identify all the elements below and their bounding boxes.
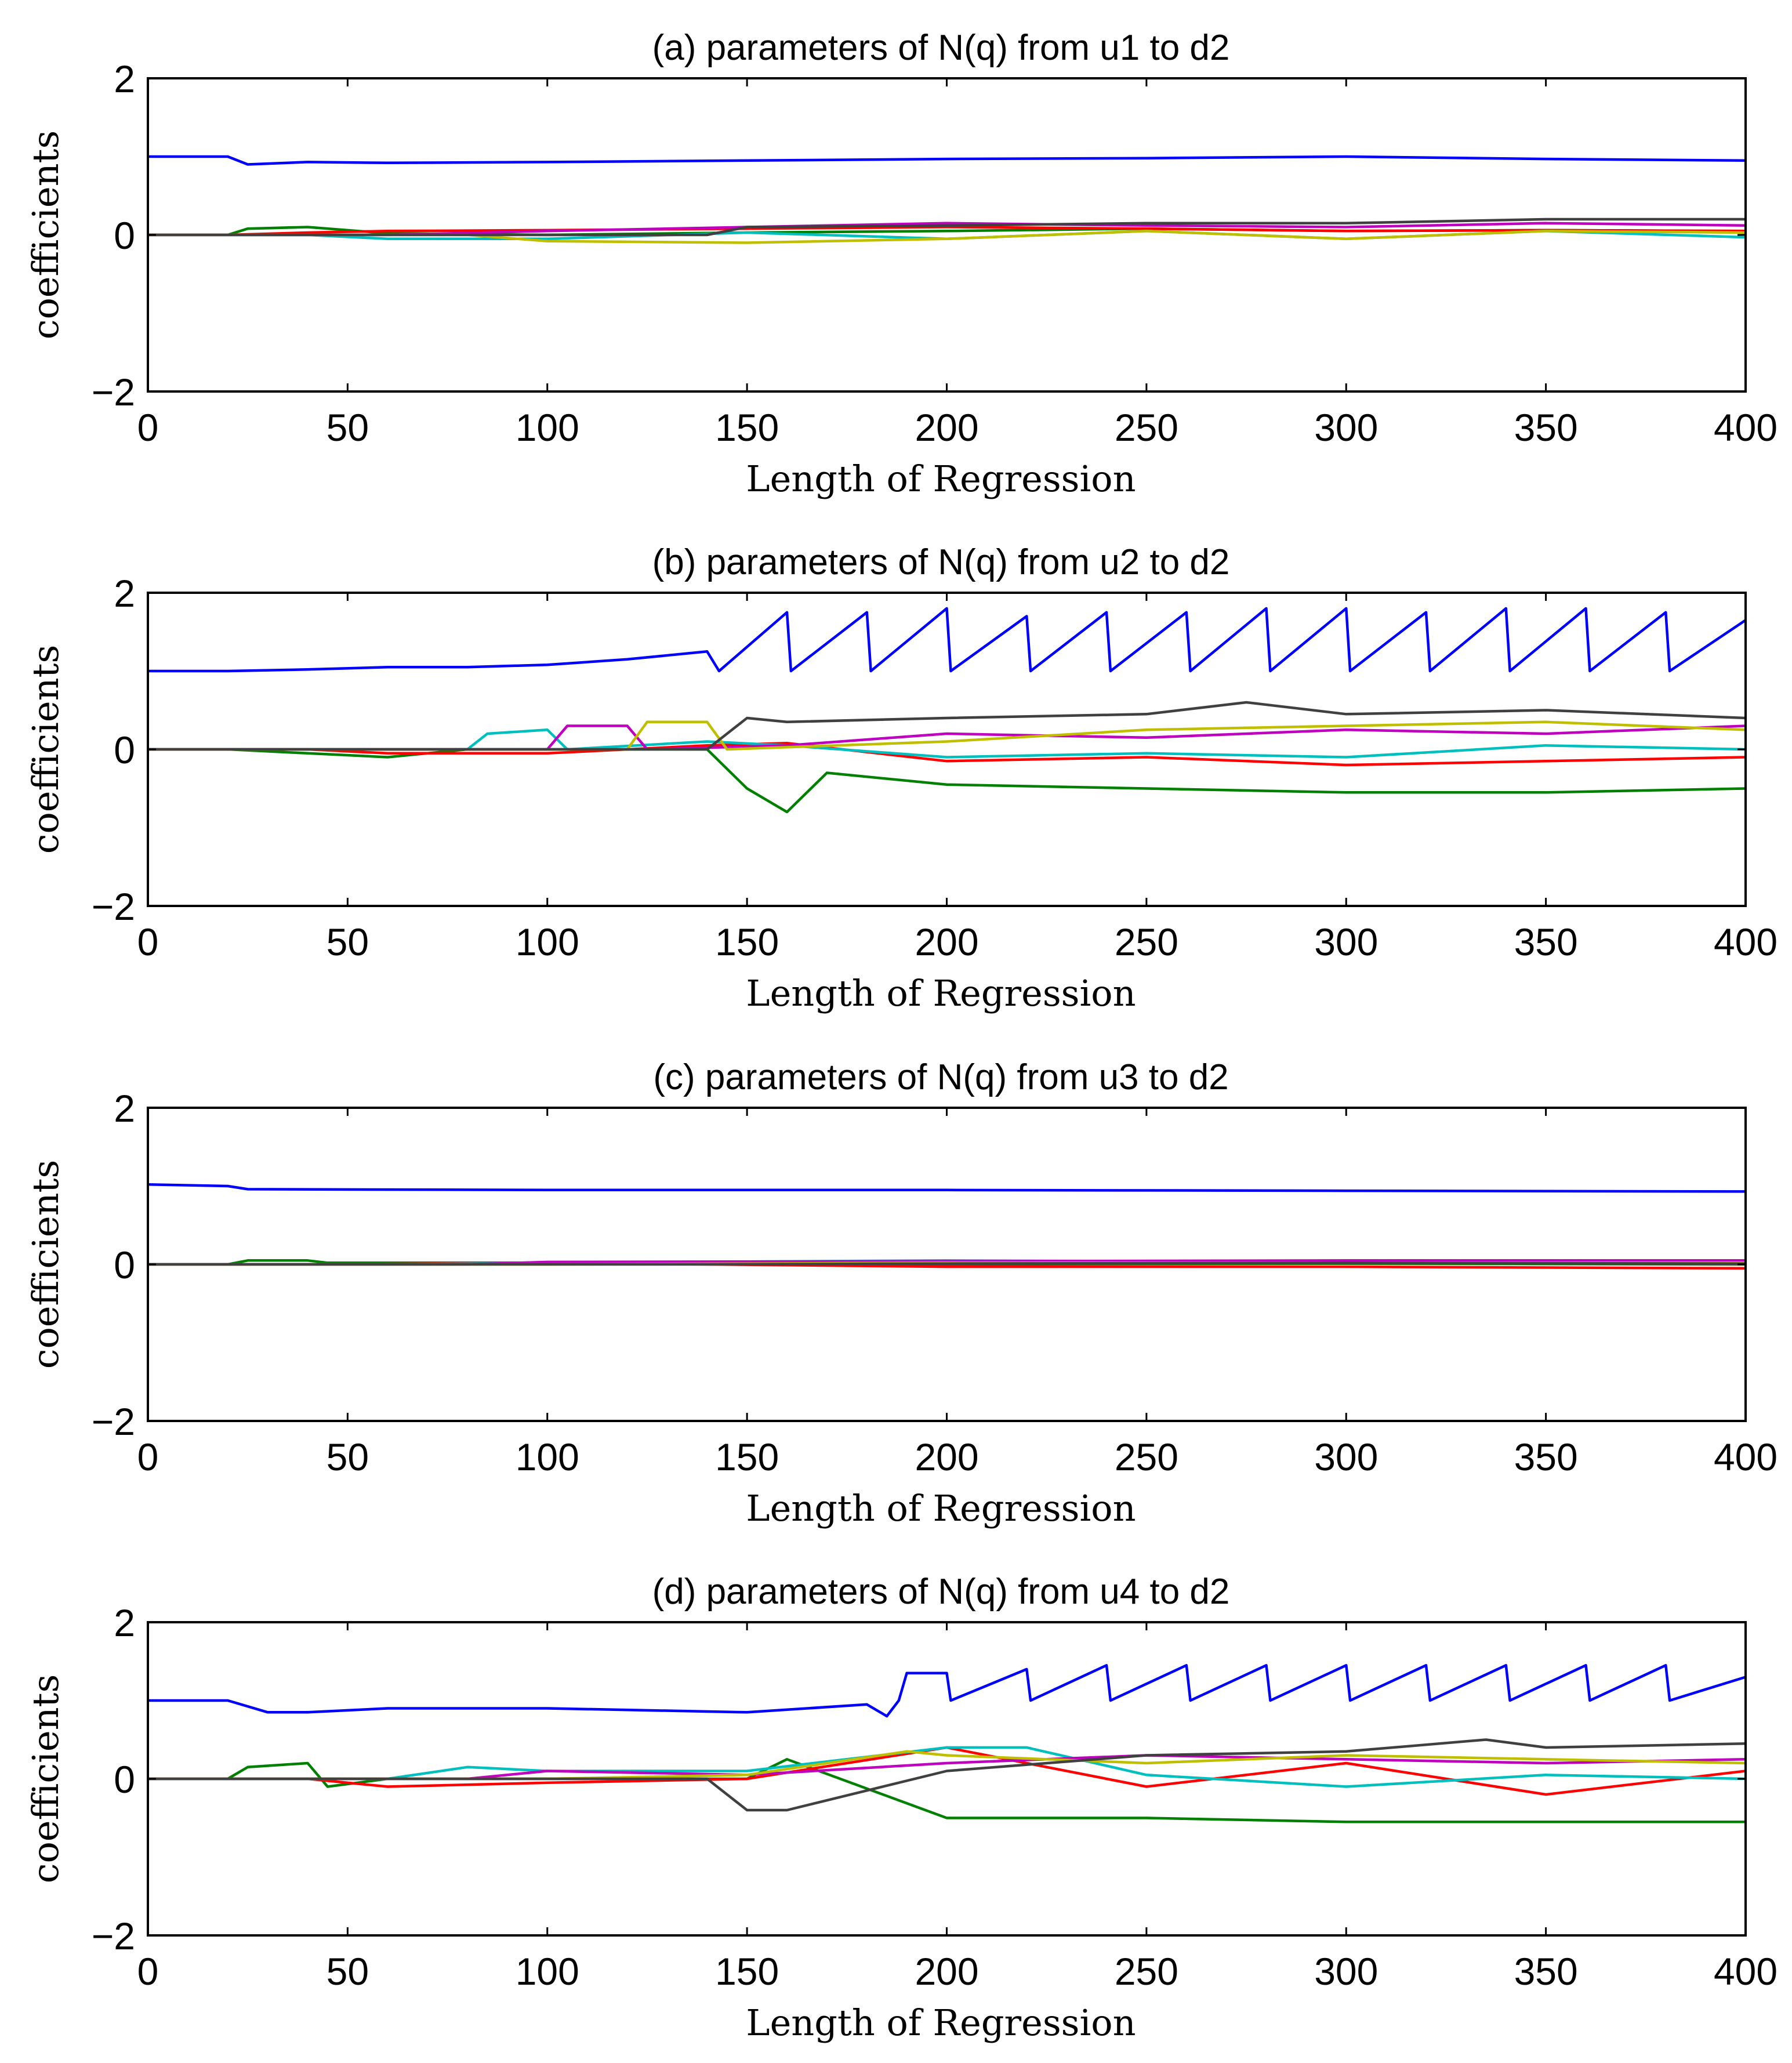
- y-tick-label: −2: [92, 371, 135, 414]
- y-tick-label: 2: [114, 57, 135, 100]
- series-line-1: [148, 1664, 1746, 1718]
- chart-panel-1: (b) parameters of N(q) from u2 to d2 0 50 1…: [24, 542, 1778, 1014]
- y-axis-label: coefficients: [24, 130, 67, 340]
- series-line-1: [148, 607, 1746, 673]
- x-tick-label: 400: [1714, 920, 1778, 963]
- y-tick-label: 0: [114, 1758, 135, 1801]
- x-tick-label: 350: [1514, 920, 1578, 963]
- y-axis-label: coefficients: [24, 1674, 67, 1884]
- x-tick-label: 300: [1314, 406, 1378, 449]
- series-line-5: [148, 724, 1746, 751]
- series-line-6: [148, 1750, 1746, 1781]
- series-line-3: [148, 226, 1746, 237]
- series-line-5: [148, 1754, 1746, 1781]
- x-tick-label: 250: [1115, 1435, 1178, 1478]
- x-tick-label: 400: [1714, 1950, 1778, 1993]
- chart-panel-3: (d) parameters of N(q) from u4 to d2 0 50 1…: [24, 1572, 1778, 2044]
- x-tick-label: 200: [915, 1950, 978, 1993]
- chart-title: (a) parameters of N(q) from u1 to d2: [652, 28, 1230, 68]
- x-tick-label: 300: [1314, 1950, 1378, 1993]
- x-tick-label: 300: [1314, 920, 1378, 963]
- y-tick-label: 2: [114, 1087, 135, 1130]
- y-tick-label: 0: [114, 728, 135, 771]
- series-line-7: [148, 217, 1746, 237]
- series-line-2: [148, 748, 1746, 814]
- series-group: [148, 155, 1746, 244]
- series-line-7: [148, 1738, 1746, 1812]
- chart-title: (d) parameters of N(q) from u4 to d2: [652, 1572, 1230, 1612]
- x-tick-label: 150: [715, 920, 779, 963]
- x-tick-label: 150: [715, 406, 779, 449]
- chart-title: (c) parameters of N(q) from u3 to d2: [653, 1057, 1228, 1097]
- x-tick-label: 50: [327, 406, 369, 449]
- x-tick-label: 100: [516, 920, 579, 963]
- x-tick-label: 250: [1115, 406, 1178, 449]
- x-tick-label: 0: [137, 920, 159, 963]
- y-tick-label: 0: [114, 214, 135, 257]
- x-tick-label: 300: [1314, 1435, 1378, 1478]
- x-tick-label: 350: [1514, 406, 1578, 449]
- x-axis-label: Length of Regression: [746, 2002, 1136, 2044]
- chart-panel-0: (a) parameters of N(q) from u1 to d2 0 50 1…: [24, 28, 1778, 500]
- y-tick-label: 2: [114, 572, 135, 615]
- series-group: [148, 1664, 1746, 1823]
- series-line-7: [148, 1261, 1746, 1266]
- x-tick-label: 200: [915, 406, 978, 449]
- chart-panel-2: (c) parameters of N(q) from u3 to d2 0 50 1…: [24, 1057, 1778, 1529]
- x-axis-label: Length of Regression: [746, 972, 1136, 1014]
- y-tick-label: 0: [114, 1243, 135, 1286]
- series-line-1: [148, 155, 1746, 166]
- x-tick-label: 350: [1514, 1950, 1578, 1993]
- x-tick-label: 0: [137, 1950, 159, 1993]
- x-tick-label: 400: [1714, 1435, 1778, 1478]
- y-tick-label: −2: [92, 1400, 135, 1443]
- y-tick-label: −2: [92, 1915, 135, 1957]
- x-tick-label: 150: [715, 1435, 779, 1478]
- series-line-4: [148, 1746, 1746, 1788]
- chart-title: (b) parameters of N(q) from u2 to d2: [652, 542, 1230, 582]
- x-tick-label: 200: [915, 920, 978, 963]
- series-line-4: [148, 728, 1746, 759]
- x-tick-label: 350: [1514, 1435, 1578, 1478]
- x-tick-label: 100: [516, 406, 579, 449]
- x-tick-label: 50: [327, 1950, 369, 1993]
- series-line-3: [148, 741, 1746, 767]
- series-line-6: [148, 720, 1746, 751]
- x-tick-label: 50: [327, 1435, 369, 1478]
- y-tick-label: 2: [114, 1601, 135, 1644]
- y-axis-label: coefficients: [24, 645, 67, 854]
- y-axis-label: coefficients: [24, 1160, 67, 1369]
- x-tick-label: 0: [137, 1435, 159, 1478]
- series-group: [148, 607, 1746, 814]
- x-tick-label: 50: [327, 920, 369, 963]
- series-line-3: [148, 1746, 1746, 1796]
- x-tick-label: 400: [1714, 406, 1778, 449]
- x-tick-label: 200: [915, 1435, 978, 1478]
- x-tick-label: 150: [715, 1950, 779, 1993]
- series-line-1: [148, 1183, 1746, 1193]
- x-tick-label: 0: [137, 406, 159, 449]
- x-tick-label: 250: [1115, 920, 1178, 963]
- series-line-2: [148, 1758, 1746, 1823]
- x-tick-label: 100: [516, 1435, 579, 1478]
- y-tick-label: −2: [92, 885, 135, 928]
- series-group: [148, 1183, 1746, 1270]
- x-axis-label: Length of Regression: [746, 1487, 1136, 1529]
- series-line-6: [148, 230, 1746, 244]
- x-tick-label: 250: [1115, 1950, 1178, 1993]
- series-line-7: [148, 701, 1746, 751]
- x-tick-label: 100: [516, 1950, 579, 1993]
- x-axis-label: Length of Regression: [746, 458, 1136, 500]
